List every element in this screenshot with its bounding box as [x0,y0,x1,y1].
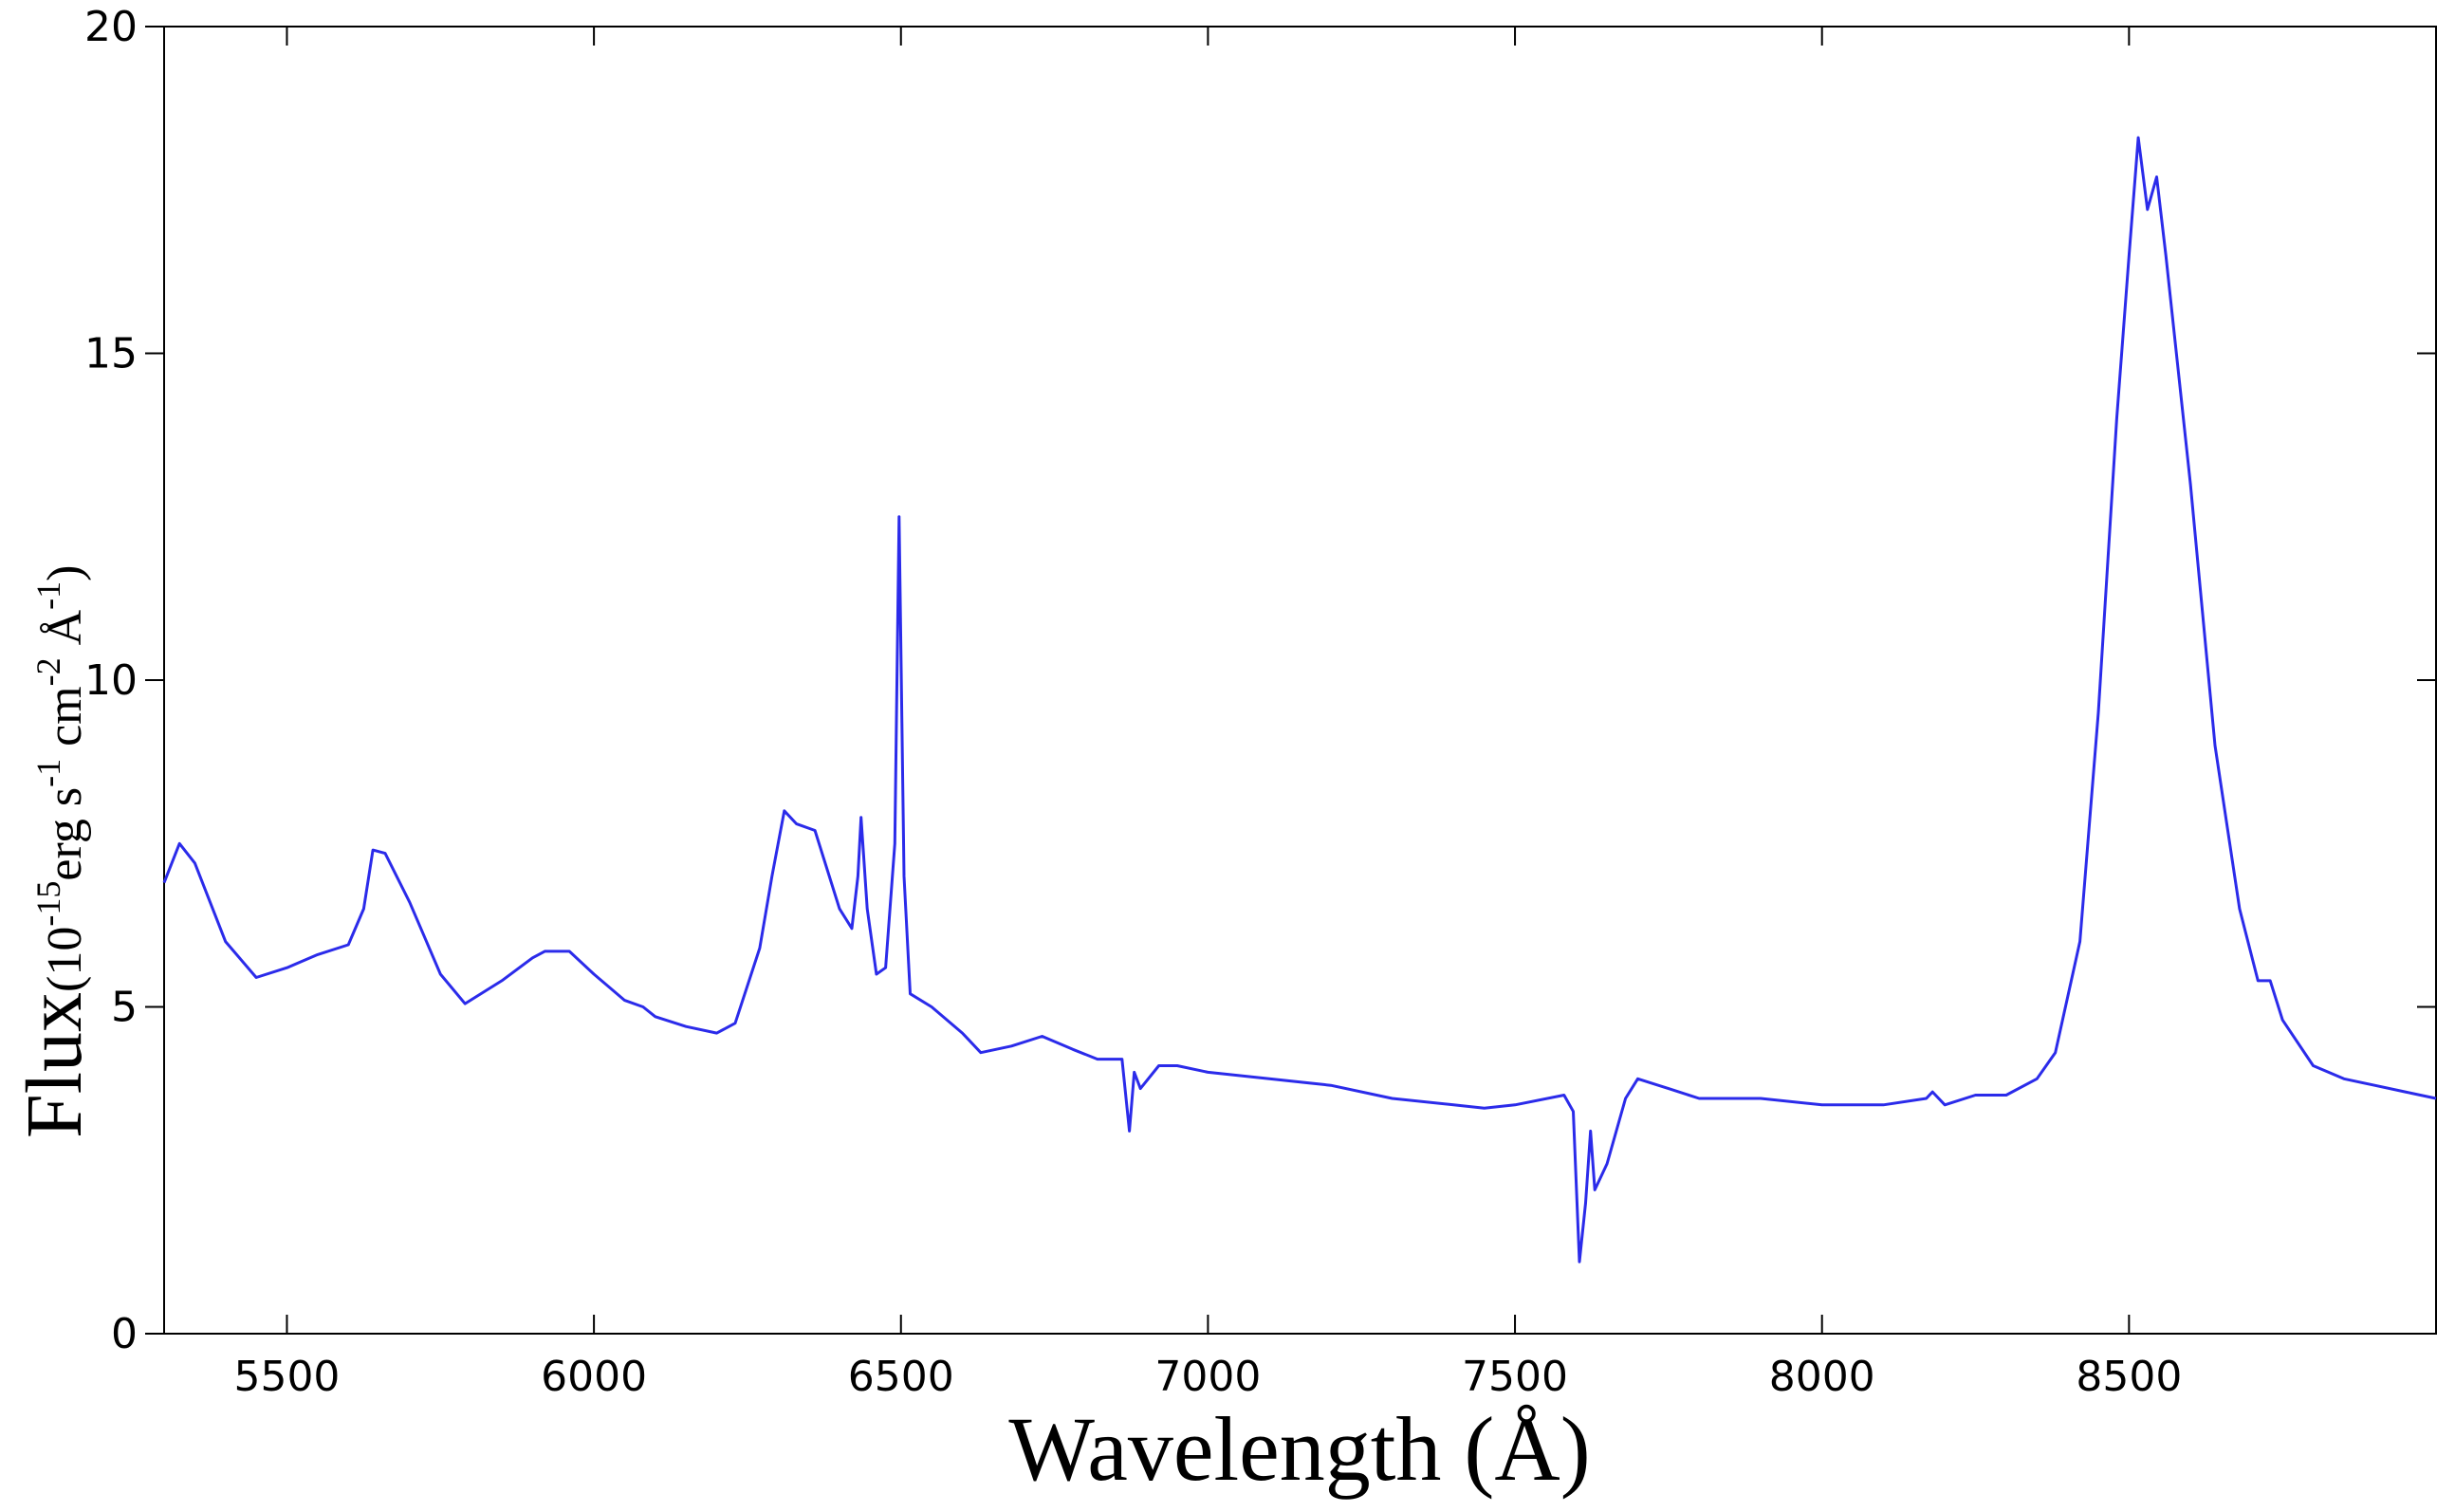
x-tick-label: 8000 [1769,1353,1875,1401]
y-axis-unit: cm [38,686,92,759]
y-axis-unit: erg s [38,787,92,881]
x-tick-label: 6500 [848,1353,954,1401]
y-tick-label: 10 [84,656,138,705]
y-axis-unit-sup: -15 [29,881,67,927]
y-axis-label: Flux(10-15erg s-1 cm-2 Å-1) [10,564,99,1138]
x-tick-label: 7500 [1462,1353,1568,1401]
x-tick-label: 8500 [2076,1353,2182,1401]
x-tick-label: 5500 [233,1353,340,1401]
spectrum-line [162,136,2437,1263]
y-tick-label: 20 [84,3,138,51]
y-axis-unit-sup: -1 [29,759,67,787]
y-tick-label: 0 [111,1310,138,1358]
y-axis-unit-sup: -1 [29,581,67,610]
y-axis-unit: Å [38,609,92,657]
y-axis-label-main: Flux [10,992,99,1138]
plot-frame [163,26,2437,1335]
y-tick-label: 5 [111,984,138,1032]
x-tick-label: 6000 [541,1353,647,1401]
y-axis-unit-sup: -2 [29,657,67,686]
y-tick-label: 15 [84,330,138,378]
x-tick-label: 7000 [1154,1353,1261,1401]
y-axis-unit: (10 [38,927,92,992]
x-axis-label: Wavelength (Å) [1008,1398,1590,1500]
y-axis-unit: ) [38,564,92,581]
